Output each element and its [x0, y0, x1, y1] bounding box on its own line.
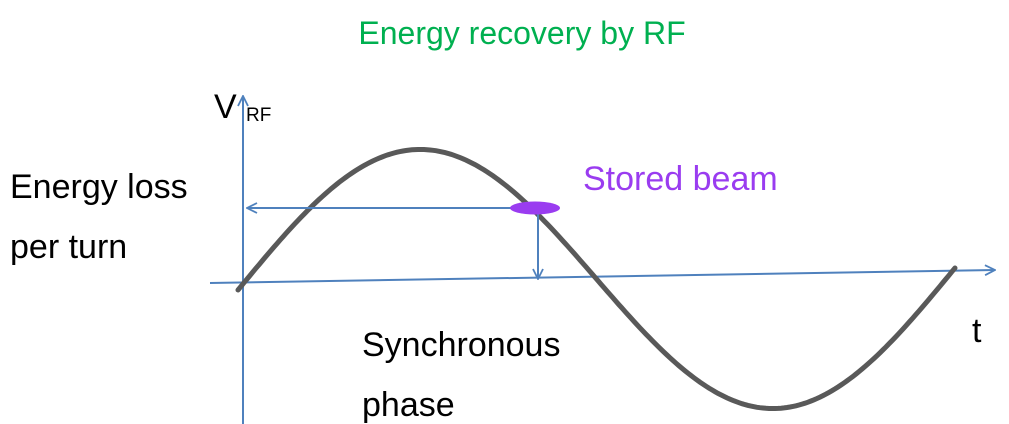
x-axis	[209, 270, 995, 284]
energy-loss-label: Energy loss	[10, 168, 188, 206]
x-axis-label: t	[972, 312, 982, 350]
beam-label: Stored beam	[583, 160, 778, 198]
phase-label: Synchronous	[362, 326, 560, 364]
stored-beam	[510, 201, 560, 215]
rf-wave	[235, 147, 958, 411]
energy-loss-label: per turn	[10, 228, 127, 266]
phase-label: phase	[362, 386, 455, 424]
y-axis-label: V	[214, 88, 237, 126]
y-axis-subscript: RF	[246, 105, 271, 126]
title: Energy recovery by RF	[358, 15, 685, 51]
